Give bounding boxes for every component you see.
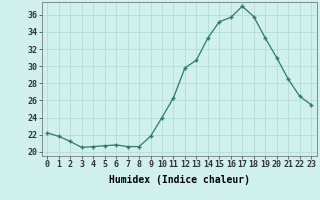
X-axis label: Humidex (Indice chaleur): Humidex (Indice chaleur) [109, 175, 250, 185]
